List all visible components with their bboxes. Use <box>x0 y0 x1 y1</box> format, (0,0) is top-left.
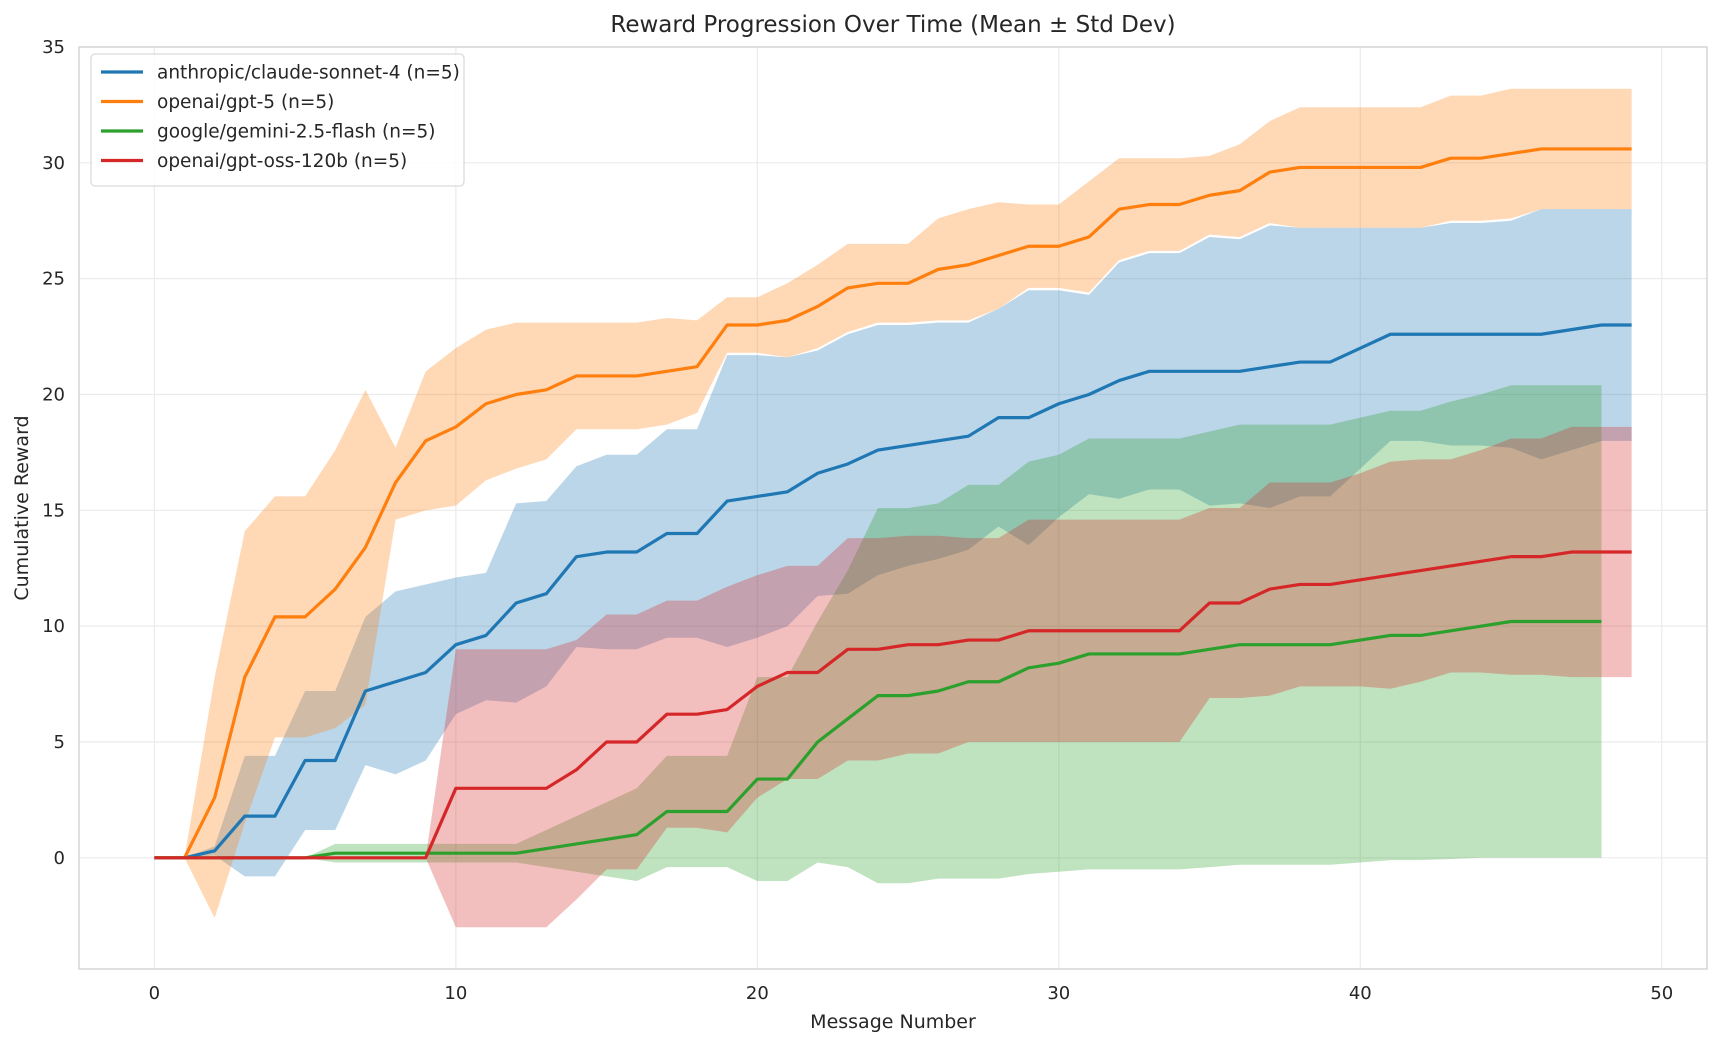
y-axis-label: Cumulative Reward <box>11 415 33 600</box>
y-tick-label: 10 <box>42 616 65 637</box>
y-tick-label: 35 <box>42 37 65 58</box>
mean-line-anthropic-claude-sonnet-4 <box>154 323 1632 860</box>
x-tick-label: 0 <box>149 983 160 1004</box>
y-tick-label: 25 <box>42 269 65 290</box>
y-tick-label: 20 <box>42 384 65 405</box>
legend-box <box>90 53 465 187</box>
std-dev-bands <box>154 88 1632 928</box>
chart-title: Reward Progression Over Time (Mean ± Std… <box>610 12 1175 38</box>
mean-lines <box>154 147 1632 860</box>
legend-label-openai-gpt-5: openai/gpt-5 (n=5) <box>157 92 334 113</box>
x-tick-label: 20 <box>746 983 769 1004</box>
x-tick-label: 40 <box>1349 983 1372 1004</box>
std-band-anthropic-claude-sonnet-4 <box>154 209 1632 877</box>
x-axis-label: Message Number <box>810 1011 976 1033</box>
legend-label-google-gemini-2-5-flash: google/gemini-2.5-flash (n=5) <box>157 122 435 143</box>
y-tick-label: 15 <box>42 500 65 521</box>
x-tick-label: 50 <box>1650 983 1673 1004</box>
mean-line-openai-gpt-oss-120b <box>154 550 1632 860</box>
legend-label-openai-gpt-oss-120b: openai/gpt-oss-120b (n=5) <box>157 151 407 172</box>
std-band-google-gemini-2-5-flash <box>154 385 1602 884</box>
y-tick-label: 30 <box>42 153 65 174</box>
mean-line-google-gemini-2-5-flash <box>154 619 1602 860</box>
std-band-openai-gpt-oss-120b <box>154 426 1632 928</box>
y-tick-label: 0 <box>54 848 65 869</box>
y-tick-label: 5 <box>54 732 65 753</box>
std-band-openai-gpt-5 <box>154 88 1632 919</box>
legend-label-anthropic-claude-sonnet-4: anthropic/claude-sonnet-4 (n=5) <box>157 63 460 84</box>
mean-line-openai-gpt-5 <box>154 147 1632 860</box>
x-tick-label: 10 <box>444 983 467 1004</box>
legend: anthropic/claude-sonnet-4 (n=5) openai/gp… <box>90 53 465 187</box>
tick-labels: 0 10 20 30 40 50 0 5 10 15 20 25 30 35 <box>42 37 1673 1004</box>
x-tick-label: 30 <box>1047 983 1070 1004</box>
plot-frame <box>78 46 1708 970</box>
